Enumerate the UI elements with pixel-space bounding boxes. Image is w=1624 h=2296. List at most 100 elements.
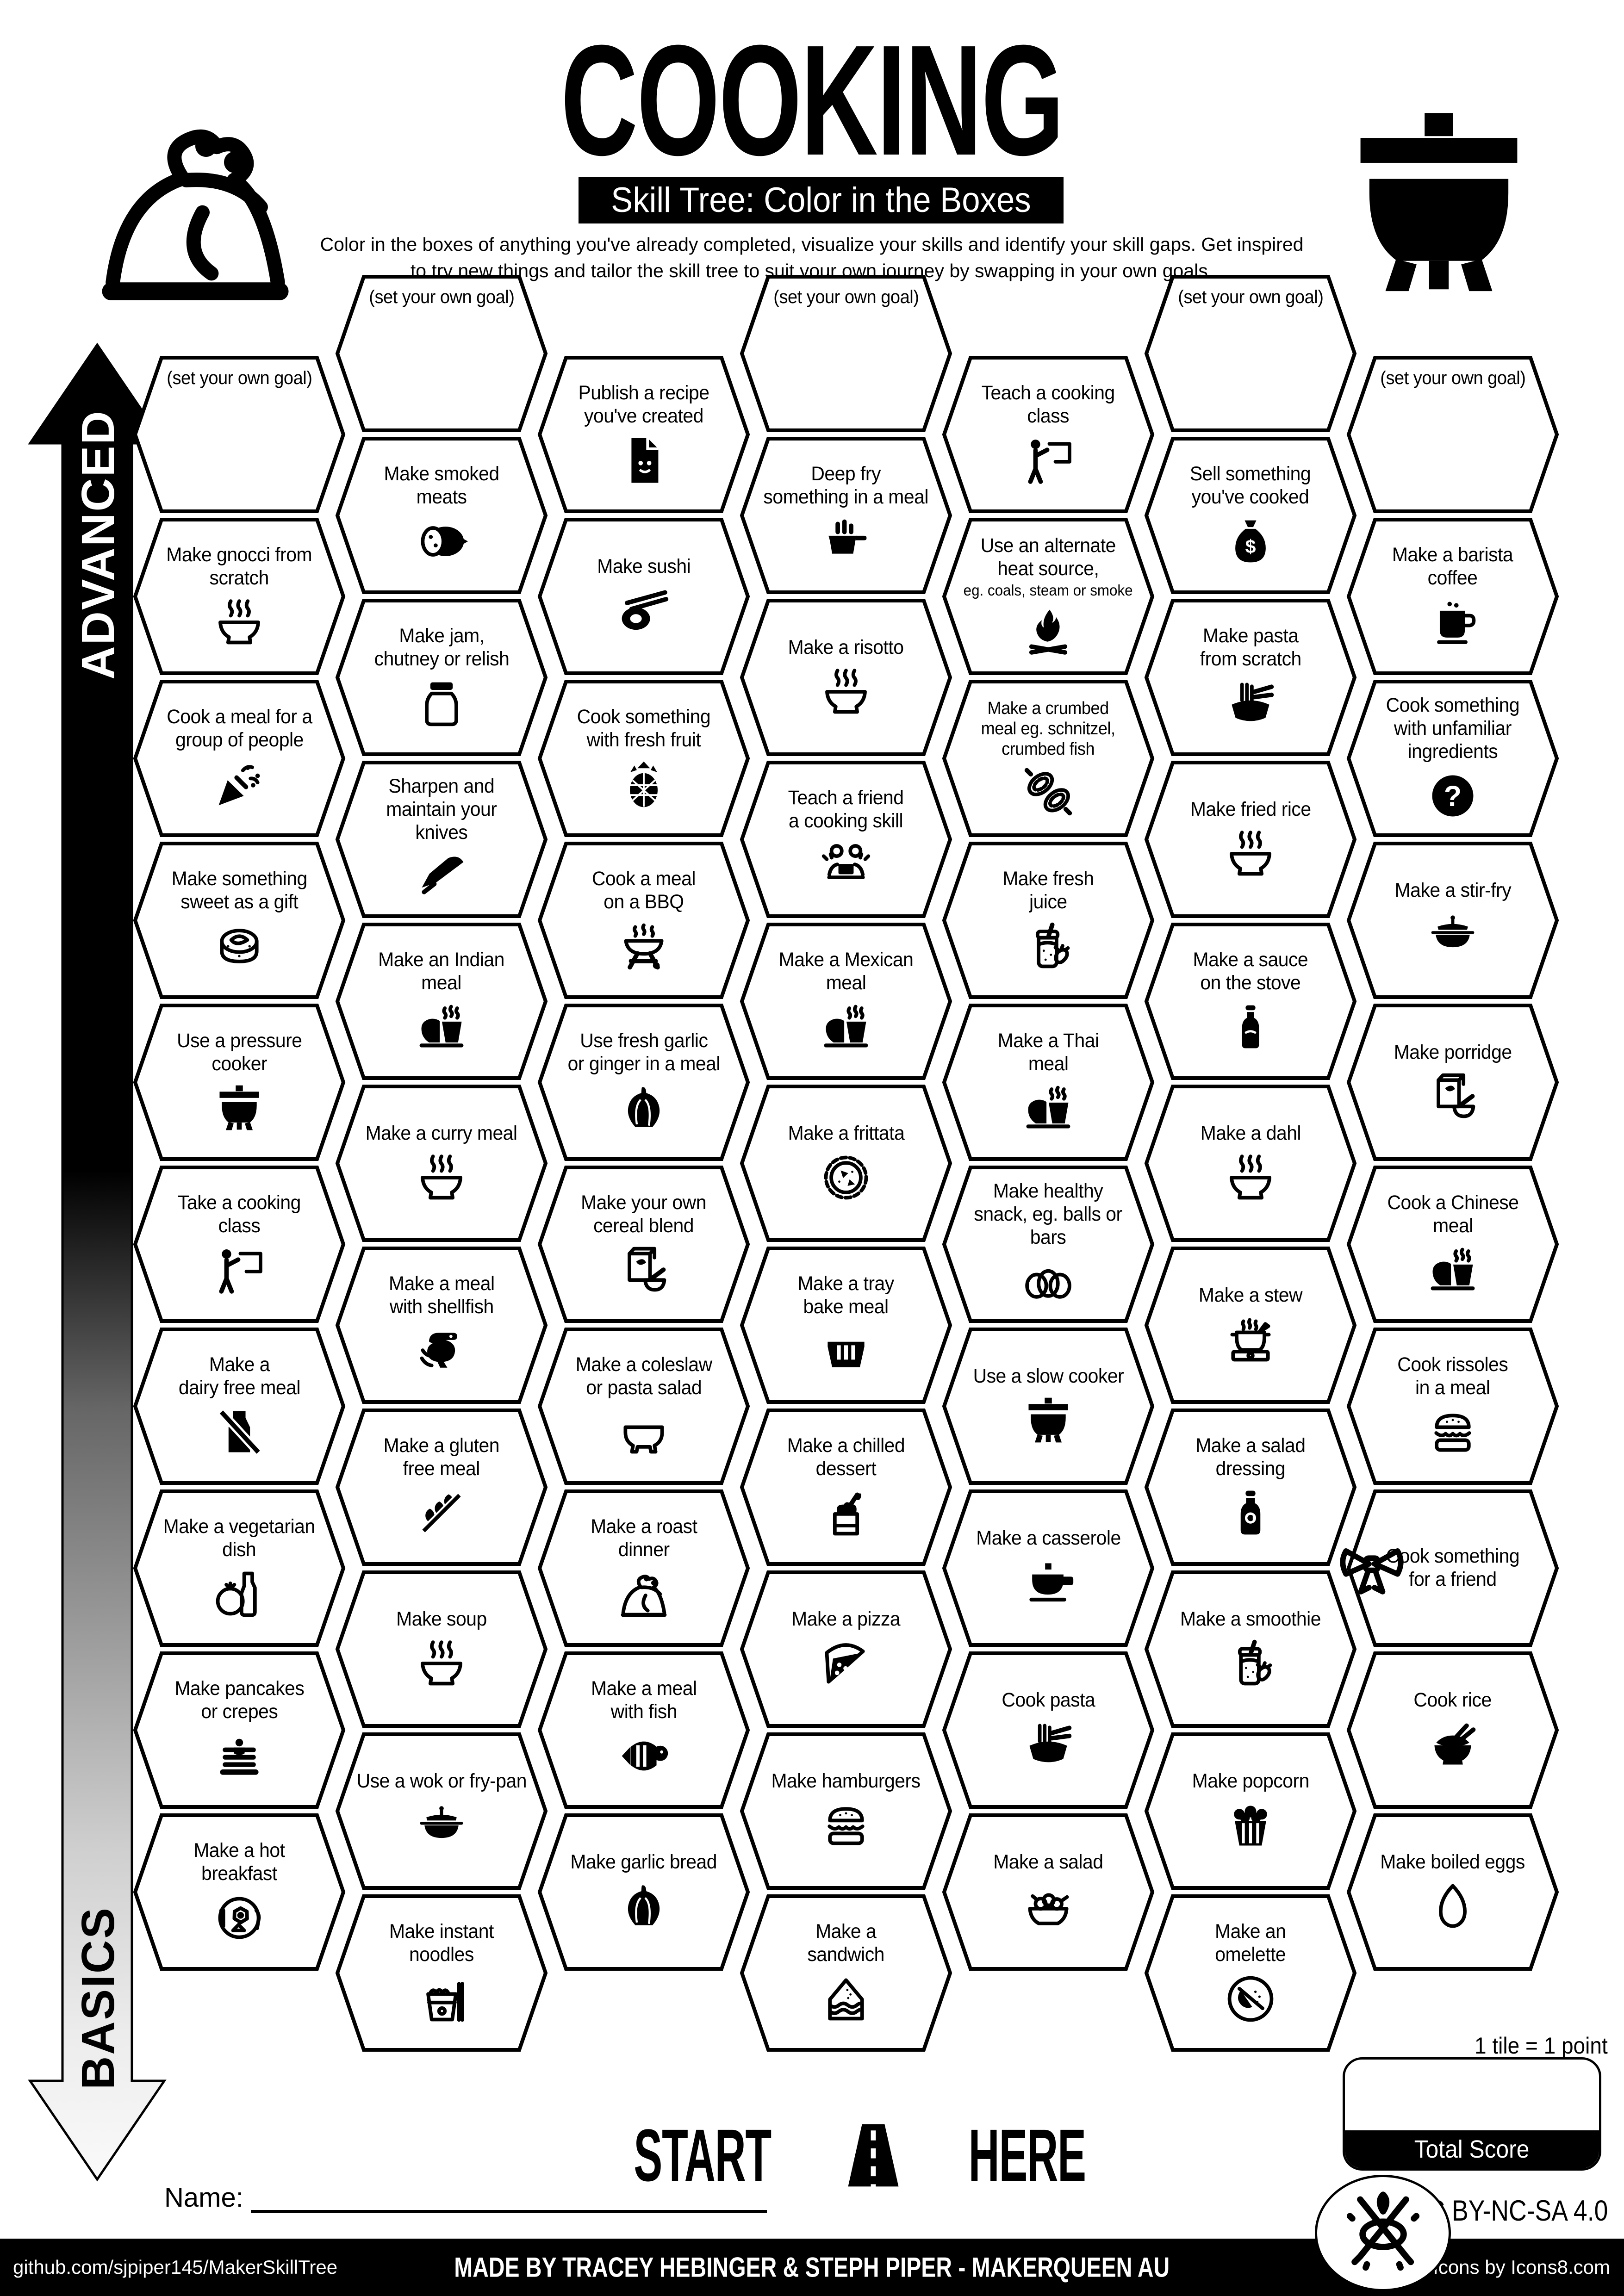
- skill-hex[interactable]: Cook something with unfamiliar ingredien…: [1346, 679, 1559, 838]
- skill-hex[interactable]: Teach a cooking class: [942, 355, 1155, 514]
- skill-hex[interactable]: Use a wok or fry-pan: [335, 1732, 548, 1890]
- skill-label: Cook a meal on a BBQ: [591, 868, 696, 913]
- skill-hex[interactable]: Make a curry meal: [335, 1084, 548, 1242]
- skill-hex[interactable]: Use an alternate heat source, eg. coals, …: [942, 517, 1155, 676]
- skill-hex[interactable]: Cook a Chinese meal: [1346, 1165, 1559, 1323]
- skill-hex-custom-goal[interactable]: (set your own goal): [740, 274, 952, 433]
- skill-hex[interactable]: Use fresh garlic or ginger in a meal: [537, 1003, 750, 1161]
- skill-hex[interactable]: Cook something with fresh fruit: [537, 679, 750, 838]
- skill-hex[interactable]: Make a pizza: [740, 1570, 952, 1728]
- skill-hex[interactable]: Make garlic bread: [537, 1813, 750, 1971]
- hex-outline: [537, 842, 750, 999]
- skill-hex[interactable]: Cook a meal on a BBQ: [537, 841, 750, 999]
- skill-hex[interactable]: Make fresh juice: [942, 841, 1155, 999]
- skill-hex[interactable]: Make a coleslaw or pasta salad: [537, 1327, 750, 1485]
- skill-hex[interactable]: Cook pasta: [942, 1651, 1155, 1809]
- skill-hex[interactable]: Make pasta from scratch: [1144, 598, 1357, 757]
- skill-hex[interactable]: Make an omelette: [1144, 1894, 1357, 2052]
- skill-hex[interactable]: Cook a meal for a group of people: [133, 679, 346, 838]
- skill-hex[interactable]: Make a sandwich: [740, 1894, 952, 2052]
- skill-hex-custom-goal[interactable]: (set your own goal): [1346, 355, 1559, 514]
- skill-hex[interactable]: Make a meal with shellfish: [335, 1246, 548, 1404]
- skill-hex[interactable]: Make your own cereal blend: [537, 1165, 750, 1323]
- skill-hex[interactable]: Make a meal with fish: [537, 1651, 750, 1809]
- skill-hex[interactable]: Sell something you've cooked $: [1144, 436, 1357, 595]
- skill-hex[interactable]: Make hamburgers: [740, 1732, 952, 1890]
- name-input-line[interactable]: [250, 2183, 767, 2213]
- hex-outline: [335, 599, 548, 756]
- skill-hex[interactable]: Make smoked meats: [335, 436, 548, 595]
- stew-icon: [1221, 1313, 1280, 1366]
- skill-hex[interactable]: Make a chilled dessert: [740, 1408, 952, 1566]
- skill-hex-custom-goal[interactable]: (set your own goal): [133, 355, 346, 514]
- skill-hex[interactable]: Make a vegetarian dish: [133, 1489, 346, 1647]
- skill-hex[interactable]: Make a gluten free meal: [335, 1408, 548, 1566]
- skill-label: (set your own goal): [368, 287, 515, 307]
- skill-hex[interactable]: Make gnocci from scratch: [133, 517, 346, 676]
- skill-hex[interactable]: Make a risotto: [740, 598, 952, 757]
- skill-hex[interactable]: Make a frittata: [740, 1084, 952, 1242]
- skill-hex[interactable]: Make soup: [335, 1570, 548, 1728]
- total-score-box[interactable]: Total Score: [1343, 2057, 1601, 2171]
- start-here-marker: START HERE: [634, 2110, 1086, 2201]
- total-score-input-area[interactable]: [1345, 2060, 1599, 2130]
- skill-hex[interactable]: Make a tray bake meal: [740, 1246, 952, 1404]
- sushi-icon: [615, 584, 673, 638]
- skill-hex-custom-goal[interactable]: (set your own goal): [1144, 274, 1357, 433]
- skill-hex[interactable]: Make a Mexican meal: [740, 922, 952, 1080]
- rice-icon: [1424, 1718, 1482, 1771]
- cereal-icon: [615, 1243, 673, 1297]
- skill-hex[interactable]: Deep fry something in a meal: [740, 436, 952, 595]
- skill-hex[interactable]: Make a dairy free meal: [133, 1327, 346, 1485]
- knife-icon: [412, 850, 471, 904]
- skill-hex[interactable]: Make an Indian meal: [335, 922, 548, 1080]
- skill-label: (set your own goal): [773, 287, 919, 307]
- skill-hex[interactable]: Make a stew: [1144, 1246, 1357, 1404]
- skill-hex[interactable]: Make jam, chutney or relish: [335, 598, 548, 757]
- skill-hex[interactable]: Make porridge: [1346, 1003, 1559, 1161]
- sandwich-icon: [817, 1972, 875, 2026]
- skill-label: Make a crumbed meal eg. schnitzel, crumb…: [981, 698, 1115, 759]
- skill-hex[interactable]: Make a smoothie: [1144, 1570, 1357, 1728]
- skill-hex[interactable]: Make instant noodles: [335, 1894, 548, 2052]
- skill-hex[interactable]: Make something sweet as a gift: [133, 841, 346, 999]
- skill-hex[interactable]: Cook rice: [1346, 1651, 1559, 1809]
- skill-hex[interactable]: Make fried rice: [1144, 760, 1357, 918]
- skill-hex[interactable]: Make a crumbed meal eg. schnitzel, crumb…: [942, 679, 1155, 838]
- skill-hex[interactable]: Make a Thai meal: [942, 1003, 1155, 1161]
- bowl-icon: [615, 1405, 673, 1459]
- skill-hex[interactable]: Make a casserole: [942, 1489, 1155, 1647]
- footer-icons-credit: Icons by Icons8.com: [1433, 2256, 1610, 2278]
- pizza-icon: [817, 1637, 875, 1690]
- skill-hex[interactable]: Make a salad dressing: [1144, 1408, 1357, 1566]
- skill-hex[interactable]: Make a barista coffee: [1346, 517, 1559, 676]
- skill-hex[interactable]: Use a slow cooker: [942, 1327, 1155, 1485]
- skill-hex[interactable]: Take a cooking class: [133, 1165, 346, 1323]
- skill-hex[interactable]: Make a sauce on the stove: [1144, 922, 1357, 1080]
- skill-hex[interactable]: Make a hot breakfast: [133, 1813, 346, 1971]
- skill-hex[interactable]: Sharpen and maintain your knives: [335, 760, 548, 918]
- skill-hex[interactable]: Make healthy snack, eg. balls or bars: [942, 1165, 1155, 1323]
- skill-hex[interactable]: Cook something for a friend: [1340, 1489, 1559, 1647]
- cooking-pot-icon: [1332, 91, 1546, 316]
- skill-hex[interactable]: Publish a recipe you've created: [537, 355, 750, 514]
- skill-hex[interactable]: Use a pressure cooker: [133, 1003, 346, 1161]
- skill-hex[interactable]: Make a dahl: [1144, 1084, 1357, 1242]
- skill-hex-custom-goal[interactable]: (set your own goal): [335, 274, 548, 433]
- skill-hex[interactable]: Make pancakes or crepes: [133, 1651, 346, 1809]
- skill-hex[interactable]: Make sushi: [537, 517, 750, 676]
- skill-label: Teach a friend a cooking skill: [788, 787, 904, 832]
- footer-repo-link[interactable]: github.com/sjpiper145/MakerSkillTree: [13, 2256, 338, 2278]
- skill-label: Deep fry something in a meal: [763, 463, 929, 508]
- skill-label: Make a casserole: [976, 1527, 1121, 1550]
- skill-hex[interactable]: Teach a friend a cooking skill: [740, 760, 952, 918]
- skill-hex[interactable]: Make a salad: [942, 1813, 1155, 1971]
- hex-outline: [942, 356, 1155, 513]
- skill-hex[interactable]: Make a stir-fry: [1346, 841, 1559, 999]
- skill-hex[interactable]: Make boiled eggs: [1346, 1813, 1559, 1971]
- skill-label: Use a wok or fry-pan: [356, 1770, 527, 1793]
- skill-hex[interactable]: Cook rissoles in a meal: [1346, 1327, 1559, 1485]
- skill-hex[interactable]: Make popcorn: [1144, 1732, 1357, 1890]
- skill-hex[interactable]: Make a roast dinner: [537, 1489, 750, 1647]
- skill-label: Make a chilled dessert: [787, 1434, 905, 1480]
